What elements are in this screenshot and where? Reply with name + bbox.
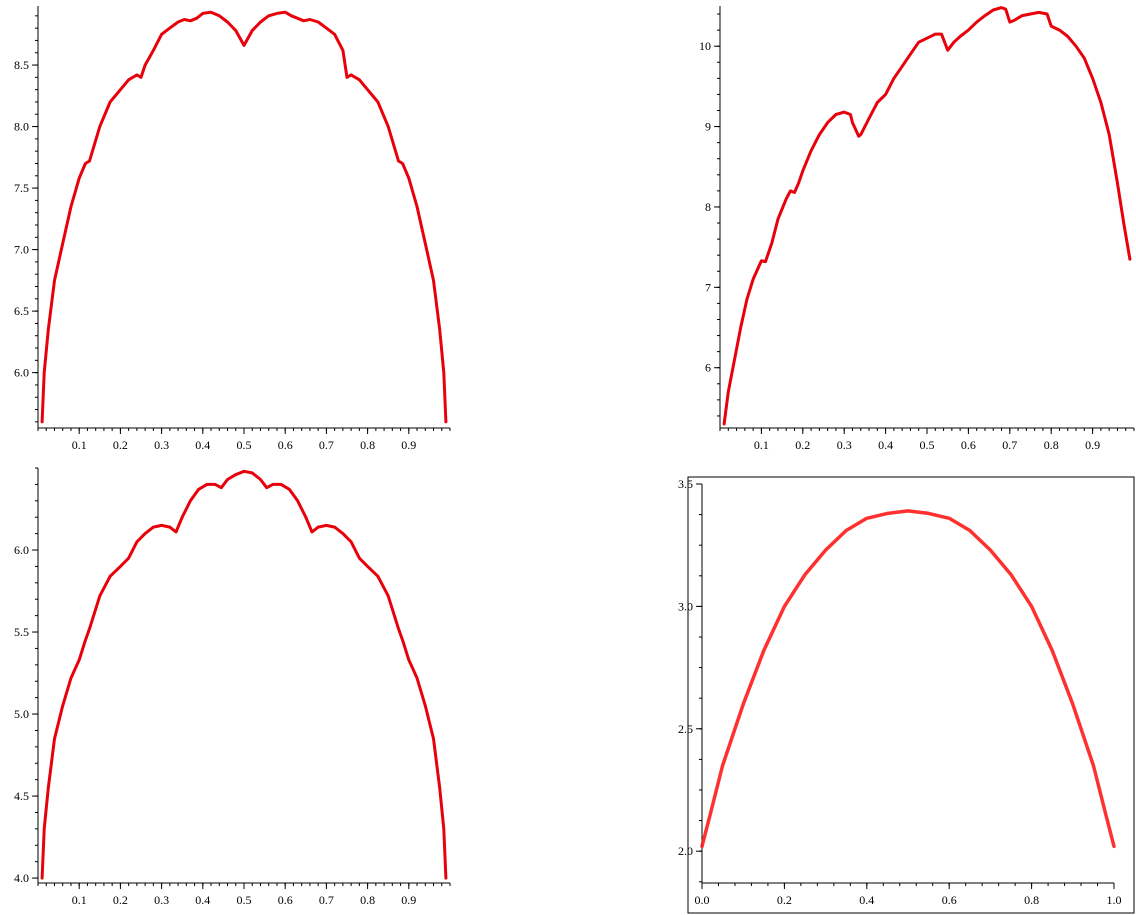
x-tick-label: 0.2 [777, 893, 792, 907]
series-line [722, 6, 1132, 426]
x-tick-label: 0.8 [1024, 893, 1039, 907]
chart-panel-bottom-right: 2.0 2.5 3.0 3.5 0.0 0.2 0.4 0.6 0.8 1.0 [678, 476, 1135, 914]
y-tick-label: 9 [705, 120, 711, 134]
x-tick-label: 0.7 [1002, 438, 1017, 452]
series-line [40, 469, 448, 880]
x-tick-label: 0.8 [360, 893, 375, 907]
x-tick-label: 0.9 [401, 438, 416, 452]
x-tick-label: 0.8 [1044, 438, 1059, 452]
x-tick-label: 0.2 [113, 893, 128, 907]
y-tick-label: 6.0 [14, 543, 29, 557]
x-tick-label: 0.1 [72, 893, 87, 907]
x-tick-label: 0.1 [72, 438, 87, 452]
x-tick-label: 0.9 [1085, 438, 1100, 452]
x-tick-label: 0.1 [754, 438, 769, 452]
x-tick-label: 0.8 [360, 438, 375, 452]
x-tick-label: 0.4 [195, 893, 210, 907]
x-tick-label: 0.6 [278, 438, 293, 452]
y-tick-label: 4.0 [14, 871, 29, 885]
x-tick-label: 0.3 [154, 438, 169, 452]
y-tick-label: 6 [705, 361, 711, 375]
y-tick-label: 10 [699, 39, 711, 53]
x-tick-label: 0.4 [195, 438, 210, 452]
x-tick-label: 0.2 [795, 438, 810, 452]
x-tick-label: 0.4 [878, 438, 893, 452]
y-tick-label: 2.5 [678, 722, 693, 736]
x-tick-label: 0.6 [942, 893, 957, 907]
plot-frame [687, 476, 1135, 914]
x-tick-label: 0.5 [237, 438, 252, 452]
series-line [40, 10, 448, 424]
x-tick-label: 0.6 [278, 893, 293, 907]
y-tick-label: 7.0 [14, 243, 29, 257]
y-tick-label: 8.0 [14, 120, 29, 134]
y-tick-label: 2.0 [678, 844, 693, 858]
y-tick-label: 6.0 [14, 366, 29, 380]
y-tick-label: 4.5 [14, 789, 29, 803]
x-tick-label: 0.4 [859, 893, 874, 907]
series-line [700, 509, 1116, 849]
y-tick-label: 7 [705, 280, 711, 294]
y-tick-label: 5.5 [14, 625, 29, 639]
y-tick-label: 7.5 [14, 181, 29, 195]
y-tick-label: 3.5 [678, 477, 693, 491]
y-tick-label: 8.5 [14, 58, 29, 72]
x-tick-label: 0.5 [920, 438, 935, 452]
x-tick-label: 0.0 [695, 893, 710, 907]
x-tick-label: 0.7 [319, 438, 334, 452]
y-tick-label: 5.0 [14, 707, 29, 721]
chart-panel-top-left: 6.0 6.5 7.0 7.5 8.0 8.5 0.1 0.2 0.3 0.4 0.5 0.6 0.7 0… [14, 6, 451, 452]
x-tick-label: 0.9 [401, 893, 416, 907]
chart-panel-bottom-left: 4.0 4.5 5.0 5.5 6.0 0.1 0.2 0.3 0.4 0.5 0.6 0.7 0.8 0… [14, 467, 451, 907]
y-tick-label: 8 [705, 200, 711, 214]
y-tick-label: 3.0 [678, 599, 693, 613]
x-tick-label: 0.7 [319, 893, 334, 907]
x-tick-label: 0.6 [961, 438, 976, 452]
x-tick-label: 1.0 [1107, 893, 1122, 907]
x-tick-label: 0.2 [113, 438, 128, 452]
x-tick-label: 0.5 [237, 893, 252, 907]
chart-panel-top-right: 6 7 8 9 10 0.1 0.2 0.3 0.4 0.5 0.6 0.7 0.8 0.9 [699, 6, 1135, 452]
y-tick-label: 6.5 [14, 304, 29, 318]
x-tick-label: 0.3 [837, 438, 852, 452]
x-tick-label: 0.3 [154, 893, 169, 907]
